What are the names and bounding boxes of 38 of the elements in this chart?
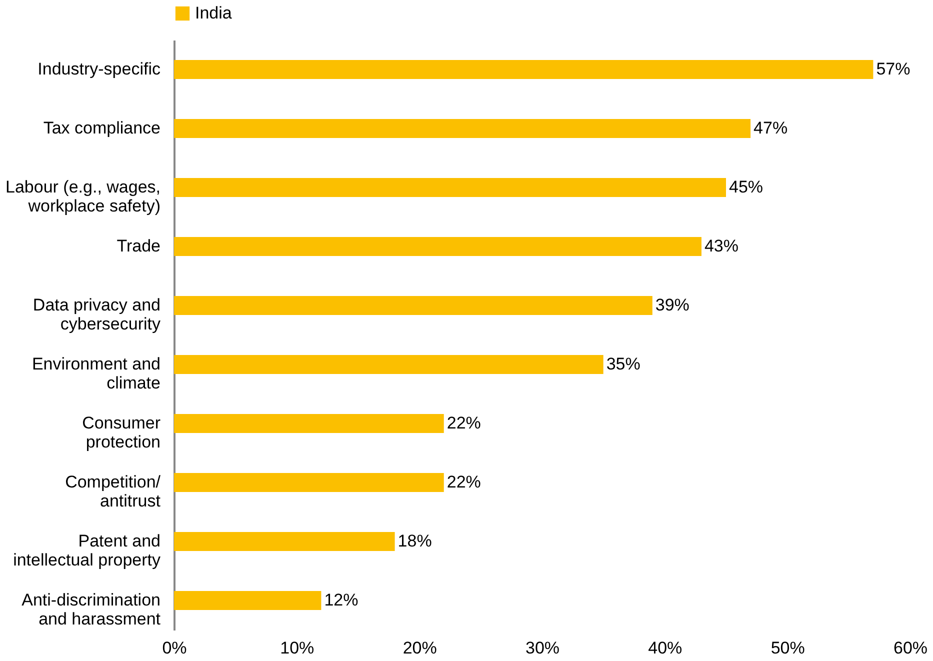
data-label: 45%: [729, 178, 764, 196]
data-label: 22%: [446, 472, 481, 492]
x-tick-label: 40%: [648, 638, 682, 658]
legend-label: India: [195, 4, 232, 22]
data-label: 47%: [754, 118, 788, 138]
data-label: 43%: [704, 236, 738, 256]
data-label: 12%: [324, 590, 358, 610]
data-label: 57%: [876, 60, 910, 78]
x-tick-label: 50%: [770, 638, 805, 658]
bar: [174, 532, 395, 551]
y-tick-label: Patent and intellectual property: [13, 532, 161, 570]
x-tick-label: 30%: [525, 638, 560, 658]
y-tick-label: Data privacy and cybersecurity: [32, 296, 161, 334]
bar: [174, 237, 702, 256]
bar: [174, 296, 652, 315]
x-tick-label: 20%: [402, 638, 437, 658]
data-label: 35%: [606, 354, 640, 374]
y-tick-label: Anti-discrimination and harassment: [22, 590, 161, 628]
x-tick-label: 10%: [280, 638, 314, 658]
y-tick-label: Tax compliance: [43, 118, 160, 138]
y-tick-label: Environment and climate: [32, 354, 160, 392]
bar: [174, 178, 726, 197]
x-tick-label: 60%: [893, 638, 928, 658]
bar: [174, 473, 444, 492]
bar: [174, 591, 322, 610]
y-tick-label: Trade: [116, 236, 160, 256]
data-label: 39%: [655, 296, 690, 314]
bar: [174, 414, 444, 433]
x-tick-label: 0%: [162, 638, 187, 658]
bar: [174, 355, 604, 374]
data-label: 18%: [398, 532, 432, 550]
y-tick-label: Competition/ antitrust: [65, 472, 161, 510]
bar: [174, 119, 751, 138]
y-tick-label: Consumer protection: [82, 414, 161, 452]
data-label: 22%: [446, 414, 481, 432]
y-tick-label: Industry-specific: [38, 60, 161, 78]
bar: [174, 60, 874, 79]
y-tick-label: Labour (e.g., wages, workplace safety): [6, 178, 160, 216]
